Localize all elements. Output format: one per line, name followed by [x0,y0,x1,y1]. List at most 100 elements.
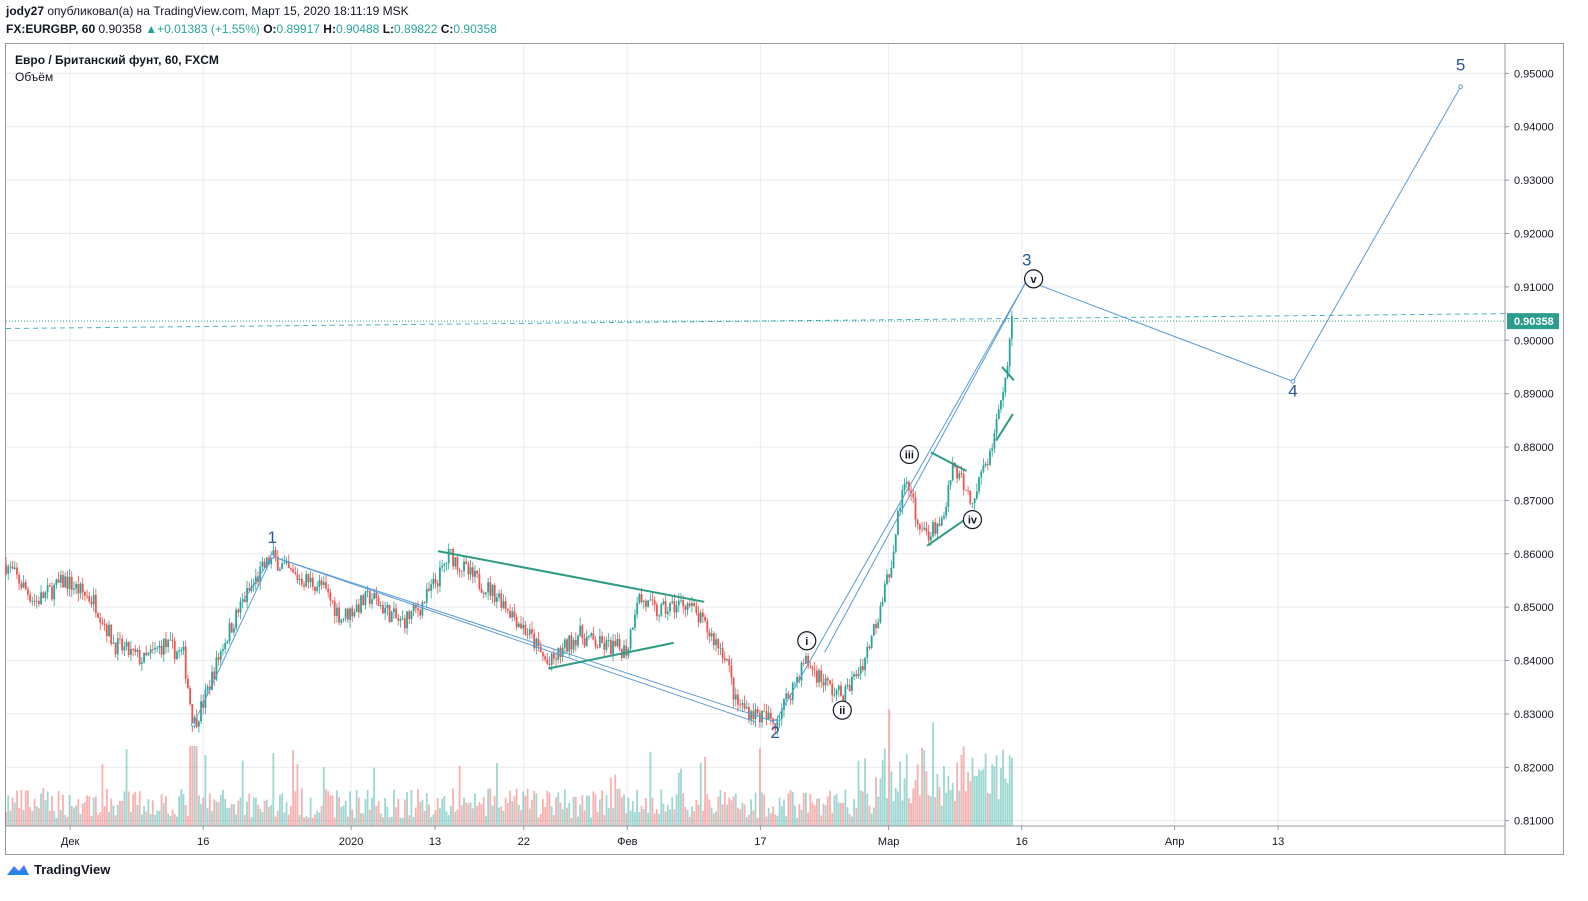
y-tick-label: 0.90000 [1514,335,1554,347]
candle-body [105,624,108,637]
candle-body [22,582,25,588]
candle-body [5,564,7,574]
volume-bar [167,813,170,826]
candle-body [412,604,415,612]
volume-bar [458,765,461,826]
candle-body [254,576,257,584]
candle-body [695,606,698,613]
volume-bar [467,803,470,826]
candle-body [528,629,531,635]
volume-bar [254,797,257,826]
open-value: 0.89917 [276,22,320,36]
volume-bar [960,754,963,826]
candle-body [875,623,877,629]
candle-body [570,635,573,650]
volume-bar [577,816,579,826]
chart-frame[interactable] [5,43,1564,855]
volume-bar [973,775,976,826]
candle-body [506,609,509,611]
volume-bar [682,793,685,826]
candle-body [401,618,404,620]
volume-bar [605,794,608,826]
candle-body [274,550,277,557]
candle-body [533,633,536,649]
candle-body [923,527,926,530]
volume-bar [24,790,27,826]
candles [5,311,1013,736]
candle-body [114,642,117,655]
author-name[interactable]: jody27 [6,4,45,18]
volume-bar [947,775,950,826]
candle-body [741,703,744,705]
volume-bar [794,805,796,826]
candle-body [886,574,888,584]
candle-body [1011,316,1013,339]
candle-body [601,636,603,643]
volume-bar [594,794,597,826]
candle-body [493,585,496,602]
candle-body [386,605,389,609]
volume-bar [211,811,213,826]
y-tick-label: 0.89000 [1514,389,1554,401]
publish-info: jody27 опубликовал(а) на TradingView.com… [6,4,409,18]
candle-body [991,448,994,451]
y-tick-label: 0.85000 [1514,602,1554,614]
candle-body [485,592,487,594]
volume-bar [224,798,227,826]
candle-body [864,657,866,671]
candle-body [785,693,788,699]
volume-bar [449,805,452,826]
volume-bar [818,798,820,826]
volume-bar [607,808,610,826]
candle-body [577,635,579,646]
candle-body [498,593,500,598]
volume-legend: Объём [15,70,54,84]
volume-bar [417,789,419,826]
candle-body [592,633,595,640]
volume-bar [83,802,86,826]
volume-bar [101,764,104,826]
candle-body [441,565,444,568]
volume-bar [612,808,614,826]
volume-bar [259,808,262,826]
candle-body [287,560,290,569]
volume-bar [443,796,446,826]
candle-body [916,519,919,525]
candle-body [984,463,987,466]
candle-body [388,605,391,623]
tradingview-brand[interactable]: TradingView [34,862,111,877]
volume-bar [489,788,492,826]
volume-bar [596,812,599,826]
candle-body [134,649,137,652]
candle-body [997,409,1000,420]
candle-body [217,657,220,660]
elliott-wave-path [192,86,1462,725]
volume-bar [239,797,242,826]
candle-body [318,580,321,587]
candle-body [969,490,972,504]
candle-body [982,465,985,472]
volume-bar [669,809,671,826]
volume-bar [66,816,69,826]
candle-body [932,522,934,537]
candle-body [178,650,181,652]
volume-bar [428,804,430,826]
volume-bar [758,748,761,826]
candle-body [962,474,965,490]
candle-body [548,663,551,665]
volume-bar [734,793,737,826]
candle-body [322,582,325,585]
candle-body [362,595,365,606]
volume-bar [309,797,312,826]
candle-body [743,703,746,709]
candle-body [949,480,952,486]
volume-bar [829,790,831,826]
candle-body [116,638,119,655]
candle-body [947,485,950,507]
volume-bar [340,806,343,826]
volume-bar [754,792,757,826]
candle-body [603,642,606,650]
candle-body [719,647,722,649]
candle-body [669,602,671,612]
